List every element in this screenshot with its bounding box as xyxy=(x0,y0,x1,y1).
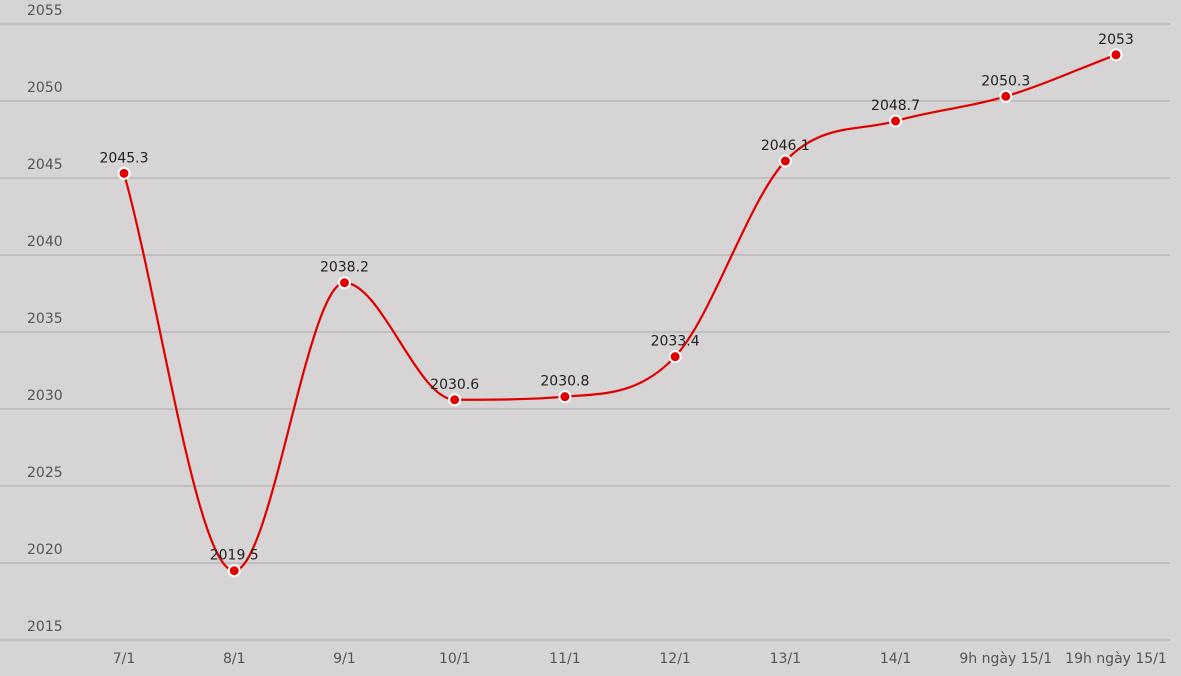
data-point xyxy=(889,114,903,128)
data-point xyxy=(778,154,792,168)
x-tick-label: 9/1 xyxy=(333,651,356,667)
data-point xyxy=(227,564,241,578)
data-label: 2033.4 xyxy=(651,334,700,350)
y-tick-label: 2025 xyxy=(27,465,63,481)
data-label: 2030.8 xyxy=(540,374,589,390)
y-tick-label: 2055 xyxy=(27,3,63,19)
x-tick-label: 19h ngày 15/1 xyxy=(1065,651,1167,667)
x-tick-label: 9h ngày 15/1 xyxy=(959,651,1052,667)
data-point xyxy=(558,390,572,404)
y-tick-label: 2040 xyxy=(27,234,63,250)
x-tick-label: 8/1 xyxy=(223,651,246,667)
data-label: 2050.3 xyxy=(981,73,1030,89)
data-point xyxy=(117,166,131,180)
data-label: 2048.7 xyxy=(871,98,920,114)
data-label: 2046.1 xyxy=(761,138,810,154)
x-tick-label: 10/1 xyxy=(439,651,470,667)
data-label: 2019.5 xyxy=(210,548,259,564)
x-tick-label: 12/1 xyxy=(659,651,690,667)
data-point xyxy=(1109,48,1123,62)
data-label: 2045.3 xyxy=(100,150,149,166)
x-tick-label: 14/1 xyxy=(880,651,911,667)
y-tick-label: 2050 xyxy=(27,80,63,96)
y-tick-label: 2030 xyxy=(27,388,63,404)
y-tick-label: 2015 xyxy=(27,619,63,635)
y-tick-label: 2045 xyxy=(27,157,63,173)
data-point xyxy=(999,89,1013,103)
data-point xyxy=(337,276,351,290)
y-tick-label: 2020 xyxy=(27,542,63,558)
x-tick-label: 13/1 xyxy=(770,651,801,667)
y-tick-label: 2035 xyxy=(27,311,63,327)
data-label: 2038.2 xyxy=(320,260,369,276)
data-point xyxy=(668,350,682,364)
data-label: 2053 xyxy=(1098,32,1134,48)
data-point xyxy=(448,393,462,407)
x-tick-label: 7/1 xyxy=(113,651,136,667)
x-tick-label: 11/1 xyxy=(549,651,580,667)
data-label: 2030.6 xyxy=(430,377,479,393)
series-line xyxy=(122,53,1117,572)
